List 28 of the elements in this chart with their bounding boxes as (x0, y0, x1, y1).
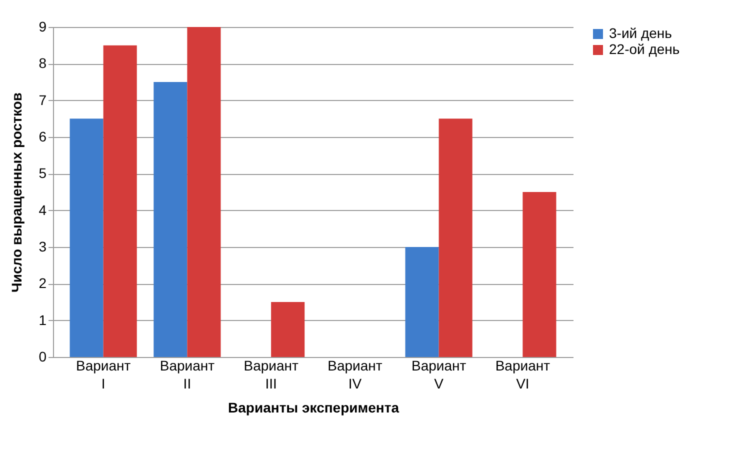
x-axis-title: Варианты эксперимента (228, 400, 400, 416)
bar (187, 27, 221, 357)
bar (70, 118, 104, 357)
y-tick-label: 9 (38, 18, 47, 34)
x-tick-label: Вариант V (411, 358, 467, 392)
y-tick-label: 7 (38, 92, 47, 108)
x-tick-label: Вариант III (244, 358, 299, 392)
y-tick-label: 5 (38, 165, 47, 182)
bar (405, 247, 439, 357)
bar (438, 118, 472, 357)
y-tick-label: 4 (38, 202, 47, 218)
legend-label: 3-ий день (609, 25, 672, 41)
bar (522, 192, 556, 357)
y-tick-label: 3 (38, 238, 47, 254)
y-tick-label: 1 (38, 312, 47, 328)
x-tick-label: Вариант I (76, 358, 132, 392)
bar (271, 302, 305, 357)
legend-label: 22-ой день (609, 41, 680, 57)
y-tick-label: 6 (38, 128, 47, 144)
y-axis-title: Число выращенных ростков (8, 92, 25, 292)
y-tick-label: 8 (38, 55, 47, 72)
bar (154, 82, 188, 357)
x-tick-label: Вариант IV (328, 358, 383, 392)
y-tick-label: 2 (38, 275, 47, 292)
x-tick-label: Вариант II (160, 358, 216, 392)
bar (103, 45, 137, 357)
y-tick-label: 0 (38, 348, 47, 364)
x-tick-label: Вариант VI (495, 358, 551, 392)
